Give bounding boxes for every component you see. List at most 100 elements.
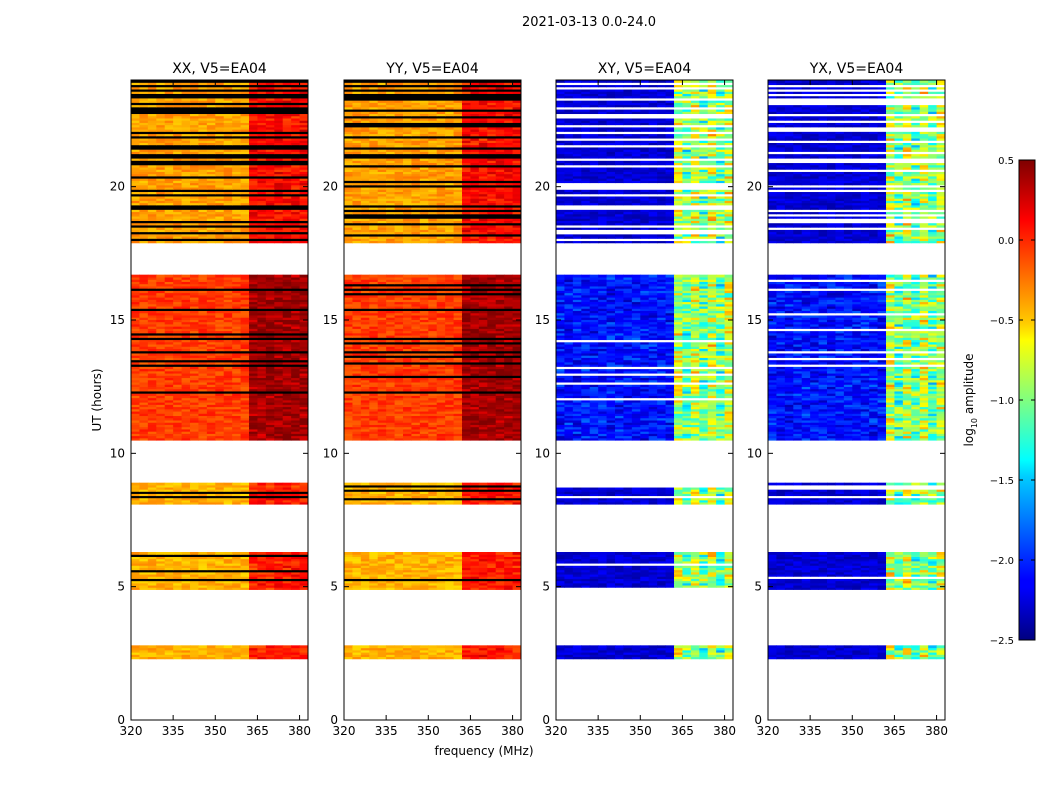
heatmap-cell: [190, 157, 199, 161]
heatmap-cell: [462, 410, 471, 414]
heatmap-cell: [190, 556, 199, 560]
heatmap-cell: [487, 370, 497, 374]
heatmap-cell: [419, 571, 429, 575]
heatmap-cell: [377, 647, 387, 651]
heatmap-cell: [131, 164, 140, 168]
heatmap-cell: [299, 386, 308, 390]
heatmap-cell: [257, 341, 267, 345]
heatmap-cell: [173, 164, 183, 168]
heatmap-cell: [462, 435, 471, 439]
heatmap-cell: [495, 437, 505, 441]
heatmap-cell: [352, 240, 362, 244]
heatmap-cell: [462, 314, 471, 318]
heatmap-cell: [445, 285, 455, 289]
heatmap-cell: [274, 82, 284, 86]
heatmap-cell: [257, 424, 267, 428]
heatmap-cell: [470, 368, 480, 372]
heatmap-cell: [164, 489, 174, 492]
heatmap-cell: [282, 312, 292, 316]
heatmap-cell: [282, 285, 292, 289]
heatmap-cell: [299, 348, 308, 352]
heatmap-cell: [215, 182, 225, 186]
heatmap-cell: [206, 482, 216, 486]
heatmap-cell: [223, 200, 233, 204]
heatmap-cell: [131, 328, 140, 332]
heatmap-cell: [139, 348, 149, 352]
heatmap-cell: [299, 558, 308, 562]
heatmap-cell: [164, 493, 174, 497]
heatmap-cell: [156, 164, 166, 168]
heatmap-cell: [223, 140, 233, 143]
heatmap-cell: [512, 334, 521, 338]
heatmap-cell: [181, 274, 191, 278]
heatmap-cell: [198, 100, 208, 103]
heatmap-cell: [265, 424, 275, 428]
heatmap-cell: [215, 117, 225, 121]
heatmap-cell: [419, 399, 429, 403]
heatmap-cell: [360, 654, 370, 658]
heatmap-cell: [299, 305, 308, 309]
heatmap-cell: [436, 348, 446, 352]
heatmap-cell: [198, 276, 208, 280]
heatmap-cell: [257, 323, 267, 327]
heatmap-cell: [131, 489, 140, 492]
heatmap-cell: [478, 554, 488, 557]
heatmap-cell: [360, 431, 370, 434]
heatmap-cell: [282, 413, 292, 417]
heatmap-cell: [495, 415, 505, 419]
heatmap-cell: [131, 645, 140, 649]
heatmap-cell: [173, 151, 183, 155]
heatmap-cell: [470, 408, 480, 412]
heatmap-cell: [344, 321, 353, 325]
heatmap-cell: [173, 497, 183, 501]
heatmap-cell: [445, 294, 455, 298]
heatmap-cell: [428, 424, 438, 428]
heatmap-cell: [360, 486, 370, 490]
heatmap-cell: [436, 558, 446, 562]
heatmap-cell: [206, 133, 216, 137]
heatmap-cell: [282, 565, 292, 568]
heatmap-cell: [181, 552, 191, 555]
heatmap-cell: [232, 413, 242, 417]
heatmap-cell: [139, 202, 149, 206]
heatmap-cell: [265, 299, 275, 303]
heatmap-cell: [282, 428, 292, 432]
heatmap-cell: [131, 558, 140, 562]
heatmap-cell: [131, 397, 140, 401]
heatmap-cell: [462, 276, 471, 280]
heatmap-cell: [299, 191, 308, 195]
heatmap-cell: [411, 422, 421, 425]
heatmap-cell: [504, 647, 514, 651]
heatmap-cell: [206, 211, 216, 215]
y-tick-label: 0: [117, 713, 125, 727]
heatmap-cell: [291, 428, 301, 432]
heatmap-cell: [147, 290, 157, 294]
heatmap-cell: [190, 173, 199, 177]
heatmap-cell: [487, 424, 497, 428]
heatmap-cell: [403, 645, 412, 649]
heatmap-cell: [181, 482, 191, 486]
heatmap-cell: [232, 571, 242, 575]
heatmap-cell: [386, 582, 396, 586]
heatmap-cell: [291, 227, 301, 230]
heatmap-cell: [198, 431, 208, 434]
heatmap-cell: [274, 184, 284, 188]
heatmap-cell: [181, 384, 191, 387]
heatmap-cell: [265, 656, 275, 660]
heatmap-cell: [257, 343, 267, 347]
heatmap-cell: [512, 352, 521, 356]
heatmap-cell: [232, 587, 242, 590]
heatmap-cell: [282, 348, 292, 352]
heatmap-cell: [257, 113, 267, 117]
heatmap-cell: [291, 341, 301, 345]
heatmap-cell: [377, 297, 387, 300]
heatmap-cell: [131, 501, 140, 505]
heatmap-cell: [487, 379, 497, 383]
heatmap-cell: [147, 573, 157, 577]
heatmap-cell: [198, 285, 208, 289]
heatmap-cell: [265, 151, 275, 155]
heatmap-cell: [173, 82, 183, 86]
heatmap-cell: [428, 357, 438, 361]
heatmap-cell: [436, 279, 446, 282]
heatmap-cell: [344, 330, 353, 334]
